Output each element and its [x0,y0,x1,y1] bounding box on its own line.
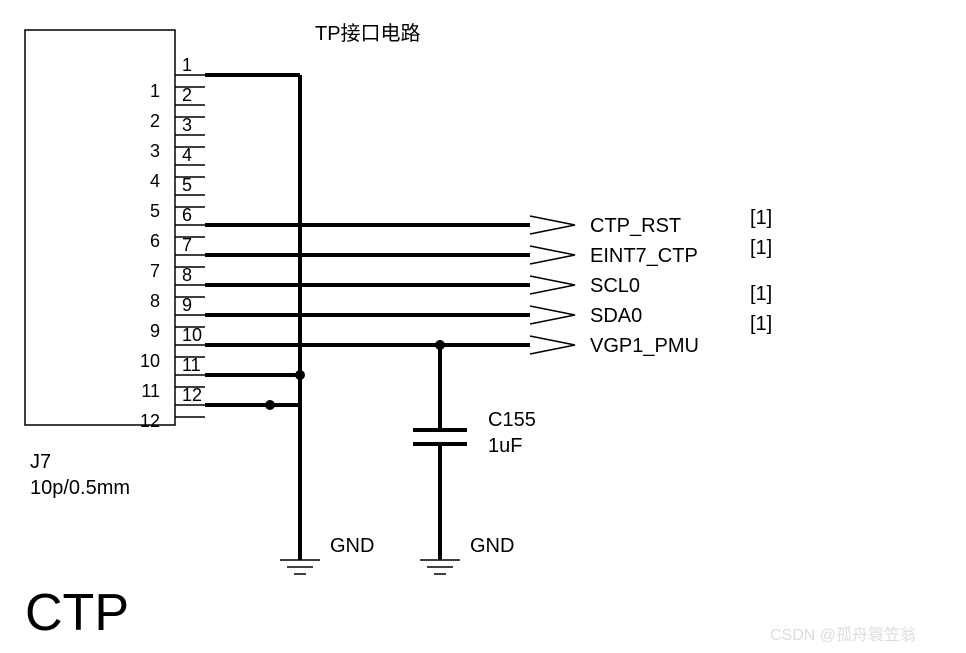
pin-number-inner: 10 [140,351,160,371]
pin-number-outer: 1 [182,55,192,75]
net-arrow [530,246,575,264]
net-label: SDA0 [590,305,642,327]
pin-number-outer: 7 [182,235,192,255]
pin-number-inner: 8 [150,291,160,311]
pin-number-inner: 11 [141,381,160,401]
cap-refdes: C155 [488,409,536,431]
net-sheet-ref: [1] [750,207,772,229]
pin-number-inner: 9 [150,321,160,341]
connector-footprint: 10p/0.5mm [30,477,130,499]
pin-number-outer: 2 [182,85,192,105]
pin-number-inner: 3 [150,141,160,161]
net-sheet-ref: [1] [750,283,772,305]
block-title: CTP [25,584,129,642]
pin-number-outer: 3 [182,115,192,135]
pin-number-inner: 2 [150,111,160,131]
net-sheet-ref: [1] [750,237,772,259]
pin-number-inner: 7 [150,261,160,281]
pin-number-outer: 4 [182,145,192,165]
net-label: SCL0 [590,275,640,297]
connector-refdes: J7 [30,451,51,473]
pin-number-outer: 5 [182,175,192,195]
net-arrow [530,216,575,234]
net-arrow [530,306,575,324]
net-label: VGP1_PMU [590,335,699,357]
pin-number-inner: 4 [150,171,160,191]
pin-number-outer: 9 [182,295,192,315]
net-sheet-ref: [1] [750,313,772,335]
pin-number-inner: 1 [150,81,160,101]
pin-number-outer: 11 [182,355,201,375]
schematic-title: TP接口电路 [315,22,421,45]
gnd-label: GND [470,535,514,557]
net-arrow [530,336,575,354]
pin-number-inner: 12 [140,411,160,431]
junction-dot [265,400,275,410]
pin-number-inner: 6 [150,231,160,251]
pin-number-inner: 5 [150,201,160,221]
net-arrow [530,276,575,294]
pin-number-outer: 6 [182,205,192,225]
net-label: CTP_RST [590,215,681,237]
pin-number-outer: 8 [182,265,192,285]
net-label: EINT7_CTP [590,245,698,267]
watermark: CSDN @孤舟簑笠翁 [770,626,916,644]
gnd-label: GND [330,535,374,557]
cap-value: 1uF [488,435,522,457]
pin-number-outer: 12 [182,385,202,405]
pin-number-outer: 10 [182,325,202,345]
